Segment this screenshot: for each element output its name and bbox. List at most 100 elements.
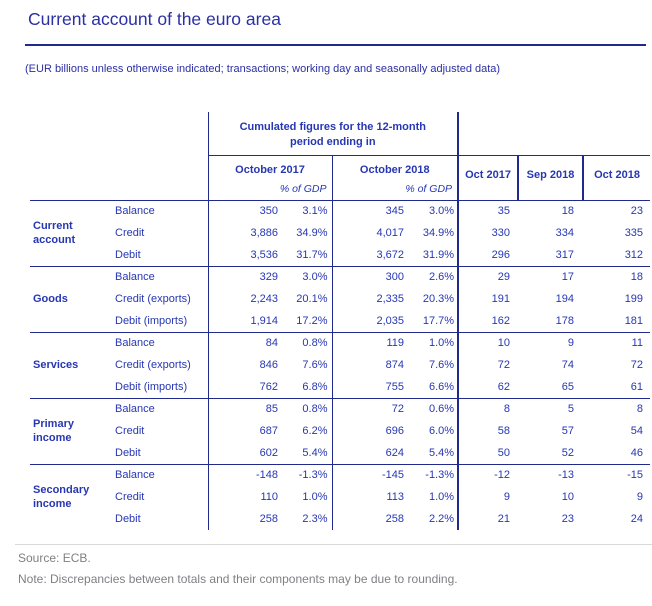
row-label: Balance [115, 205, 155, 218]
value-cell: 11 [631, 337, 644, 350]
value-cell: 61 [583, 376, 651, 399]
value-cell: 696 [331, 420, 410, 442]
value-cell: -13 [558, 469, 575, 482]
row-label: Credit [115, 227, 145, 239]
value-cell: 9 [636, 491, 644, 503]
table-row: Goods Balance 329 3.0% 300 2.6% 29 17 18 [30, 266, 650, 333]
row-label: Credit [115, 491, 145, 503]
value-cell: -15 [627, 469, 644, 482]
value-cell: 72 [630, 359, 644, 371]
note-text: Note: Discrepancies between totals and t… [18, 572, 458, 586]
value-cell: 6.0% [428, 425, 455, 437]
value-cell: 119 [331, 332, 410, 354]
source-text: Source: ECB. [18, 551, 91, 565]
value-cell: 18 [630, 271, 644, 284]
value-cell: 57 [561, 425, 575, 437]
table-row: Credit (exports) 846 7.6% 874 7.6% 72 74 72 [30, 354, 650, 376]
value-cell: 2,243 [207, 288, 285, 310]
value-cell: 1.0% [428, 337, 455, 350]
header-row-cumulated: Cumulated figures for the 12-month perio… [30, 112, 651, 201]
value-cell: -1.3% [425, 469, 455, 482]
value-cell: 874 [331, 354, 410, 376]
table-row: Credit 3,886 34.9% 4,017 34.9% 330 334 335 [30, 222, 650, 244]
value-cell: 29 [457, 266, 519, 288]
value-cell: 6.8% [285, 376, 332, 399]
table-row: Credit 110 1.0% 113 1.0% 9 10 9 [30, 486, 650, 508]
value-cell: 0.8% [302, 403, 328, 416]
value-cell: 2.6% [428, 271, 455, 284]
value-cell: 181 [583, 310, 651, 333]
cumulated-header-line2: period ending in [289, 135, 376, 148]
group-label: Primary income [30, 398, 105, 465]
current-account-table: Cumulated figures for the 12-month perio… [30, 112, 651, 530]
value-cell: 0.8% [302, 337, 328, 350]
value-cell: 6.2% [302, 425, 328, 437]
value-cell: 21 [457, 508, 519, 530]
title-rule [25, 44, 646, 46]
table-row: Primary income Balance 85 0.8% 72 0.6% 8 5 8 [30, 398, 650, 465]
value-cell: 3.0% [302, 271, 328, 284]
table-row: Services Balance 84 0.8% 119 1.0% 10 9 11 [30, 332, 650, 399]
value-cell: 3,886 [207, 222, 285, 244]
row-label: Debit (imports) [105, 310, 208, 333]
value-cell: 17.7% [410, 310, 459, 333]
value-cell: 1,914 [207, 310, 285, 333]
value-cell: 50 [457, 442, 519, 465]
value-cell: 23 [561, 513, 575, 525]
group-label: Secondary income [33, 484, 90, 511]
value-cell: 2.2% [428, 513, 455, 525]
table-row: Debit 3,536 31.7% 3,672 31.9% 296 317 312 [30, 244, 651, 267]
value-cell: 1.0% [428, 491, 455, 503]
value-cell: 258 [207, 508, 285, 530]
value-cell: 296 [457, 244, 519, 267]
value-cell: 110 [207, 486, 285, 508]
value-cell: 72 [457, 354, 519, 376]
table-row: Debit (imports) 762 6.8% 755 6.6% 62 65 61 [30, 376, 651, 399]
value-cell: 350 [207, 200, 285, 222]
value-cell: 8 [457, 398, 519, 420]
value-cell: 330 [457, 222, 519, 244]
value-cell: 300 [331, 266, 410, 288]
value-cell: 8 [636, 403, 644, 416]
value-cell: 334 [555, 227, 575, 239]
table-row: Debit 602 5.4% 624 5.4% 50 52 46 [30, 442, 651, 465]
row-label: Debit [105, 244, 208, 267]
october-2017-label: October 2017 [235, 164, 305, 176]
corner-cell [30, 112, 208, 201]
value-cell: 31.7% [285, 244, 332, 267]
footer-divider [15, 544, 652, 545]
october-2018-label: October 2018 [359, 164, 430, 176]
value-cell: 3.1% [302, 205, 328, 218]
group-label: Current account [30, 200, 105, 267]
value-cell: 65 [518, 376, 584, 399]
value-cell: 9 [457, 486, 519, 508]
value-cell: 6.6% [410, 376, 459, 399]
subtitle: (EUR billions unless otherwise indicated… [25, 63, 501, 75]
value-cell: 1.0% [302, 491, 328, 503]
value-cell: 62 [457, 376, 519, 399]
value-cell: 329 [207, 266, 285, 288]
row-label: Credit [115, 425, 145, 437]
value-cell: 58 [457, 420, 519, 442]
value-cell: 846 [207, 354, 285, 376]
value-cell: 52 [518, 442, 584, 465]
value-cell: 23 [630, 205, 644, 218]
row-label: Credit (exports) [115, 359, 191, 371]
value-cell: 24 [630, 513, 644, 525]
value-cell: 199 [624, 293, 644, 305]
value-cell: 20.3% [422, 293, 455, 305]
pct-gdp-2017-label: % of GDP [279, 183, 327, 195]
value-cell: 687 [207, 420, 285, 442]
group-label: Services [30, 332, 105, 399]
header-row-columns: October 2017 % of GDP October 2018 % of … [30, 155, 651, 201]
table-row: Debit (imports) 1,914 17.2% 2,035 17.7% 162 17… [30, 310, 651, 333]
col-group-october-2017: October 2017 % of GDP [207, 155, 332, 201]
value-cell: 194 [555, 293, 575, 305]
row-label: Credit (exports) [115, 293, 191, 305]
value-cell: 18 [561, 205, 575, 218]
value-cell: 3,672 [331, 244, 410, 267]
value-cell: 5.4% [285, 442, 332, 465]
value-cell: -148 [207, 464, 285, 486]
value-cell: 178 [518, 310, 584, 333]
